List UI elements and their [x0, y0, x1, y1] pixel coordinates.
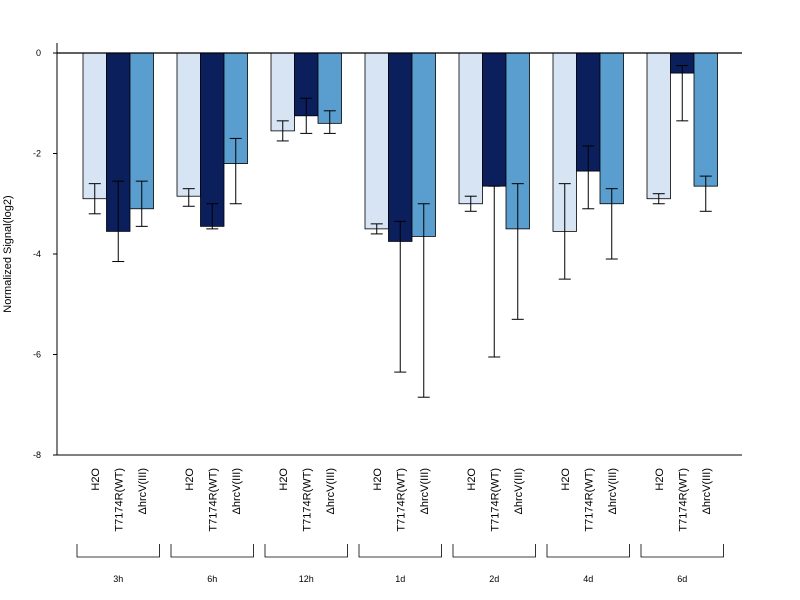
x-tick-label: ΔhrcV(III): [137, 468, 149, 514]
x-tick-label: T7174R(WT): [677, 468, 689, 532]
group-bracket: [76, 544, 160, 558]
x-tick-label: H2O: [560, 468, 572, 491]
x-tick-label: H2O: [466, 468, 478, 491]
group-bracket: [452, 544, 536, 558]
x-tick-label: T7174R(WT): [489, 468, 501, 532]
y-tick-label: 0: [36, 48, 41, 58]
x-tick-label: H2O: [278, 468, 290, 491]
group-label: 2d: [489, 574, 499, 584]
bar: [388, 52, 413, 242]
bar: [693, 52, 718, 187]
bar: [82, 52, 107, 200]
group-bracket: [170, 544, 254, 558]
group-bracket: [546, 544, 630, 558]
x-tick-label: T7174R(WT): [395, 468, 407, 532]
x-tick-label: H2O: [184, 468, 196, 491]
group-label: 12h: [299, 574, 314, 584]
bar: [482, 52, 507, 187]
bar: [364, 52, 389, 230]
bar: [270, 52, 295, 132]
x-tick-label: ΔhrcV(III): [513, 468, 525, 514]
x-tick-label: ΔhrcV(III): [231, 468, 243, 514]
x-tick-label: H2O: [372, 468, 384, 491]
bar: [200, 52, 225, 227]
bar: [176, 52, 201, 197]
x-tick-label: H2O: [654, 468, 666, 491]
x-tick-label: ΔhrcV(III): [607, 468, 619, 514]
bar: [458, 52, 483, 205]
y-axis-title: Normalized Signal(log2): [2, 195, 14, 312]
group-bracket: [640, 544, 724, 558]
x-tick-label: T7174R(WT): [301, 468, 313, 532]
x-tick-label: T7174R(WT): [583, 468, 595, 532]
x-tick-label: H2O: [90, 468, 102, 491]
y-tick-label: -6: [33, 350, 41, 360]
x-tick-label: ΔhrcV(III): [701, 468, 713, 514]
bar: [599, 52, 624, 205]
x-tick-label: ΔhrcV(III): [419, 468, 431, 514]
group-bracket: [264, 544, 348, 558]
group-label: 1d: [395, 574, 405, 584]
group-label: 6d: [677, 574, 687, 584]
axis-layer: [53, 43, 742, 456]
group-bracket: [358, 544, 442, 558]
group-label: 3h: [113, 574, 123, 584]
x-tick-label: T7174R(WT): [207, 468, 219, 532]
x-tick-label: T7174R(WT): [113, 468, 125, 532]
y-tick-label: -8: [33, 450, 41, 460]
group-label: 6h: [207, 574, 217, 584]
x-tick-label: ΔhrcV(III): [325, 468, 337, 514]
y-tick-label: -2: [33, 149, 41, 159]
group-label: 4d: [583, 574, 593, 584]
y-tick-label: -4: [33, 249, 41, 259]
bars-layer: [82, 52, 718, 242]
labels-layer: 0 -2 -4 -6 -8 H2O T7174R(WT) ΔhrcV(III) 3h H2O T71…: [33, 48, 724, 584]
errorbars-layer: [88, 65, 712, 398]
bar: [646, 52, 671, 200]
